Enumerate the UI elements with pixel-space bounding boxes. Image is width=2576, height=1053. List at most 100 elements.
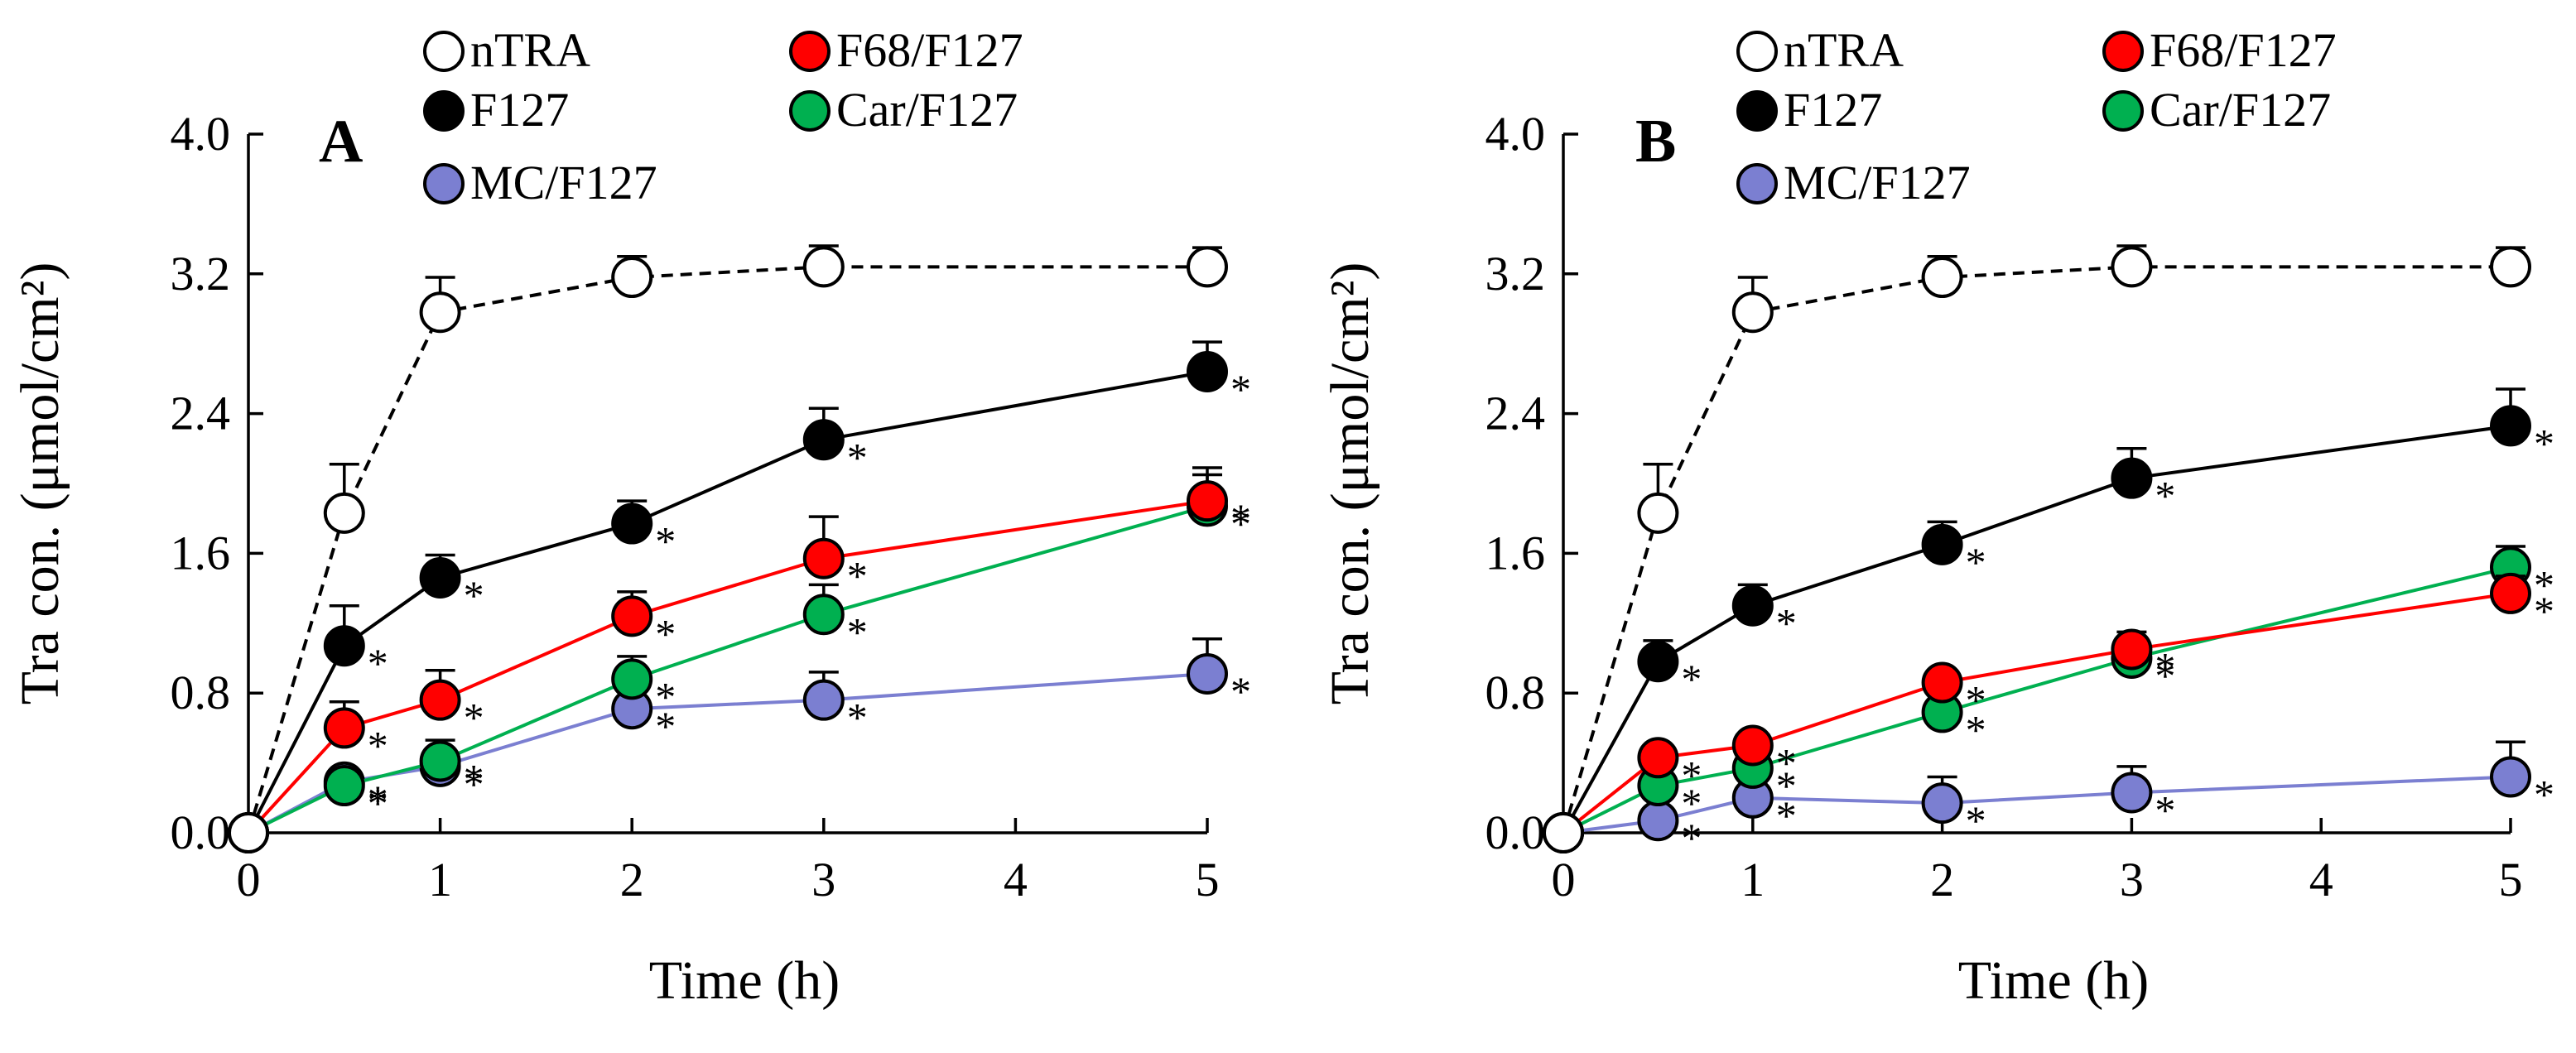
legend-label: nTRA xyxy=(470,23,590,77)
legend-label: F68/F127 xyxy=(836,23,1023,77)
significance-mark: * xyxy=(1230,495,1251,541)
data-point xyxy=(323,492,365,534)
series-line xyxy=(1562,565,2511,834)
legend-marker xyxy=(789,31,831,72)
data-point xyxy=(2490,756,2531,798)
x-tick-label: 4 xyxy=(1004,853,1028,906)
series-line xyxy=(1562,265,2511,834)
legend-marker xyxy=(2102,90,2144,132)
significance-mark: * xyxy=(1230,366,1251,412)
data-point xyxy=(2490,246,2531,288)
legend-marker xyxy=(423,90,465,132)
significance-mark: * xyxy=(2155,652,2175,699)
x-tick-label: 1 xyxy=(428,853,452,906)
legend-marker xyxy=(423,163,465,204)
legend: nTRA F127 F68/F127 Car/F127 MC/F127 xyxy=(423,23,1023,209)
data-point xyxy=(2111,457,2153,499)
series-line xyxy=(1562,775,2511,834)
series-f127: ***** xyxy=(228,340,1251,853)
legend-label: F127 xyxy=(470,83,569,137)
data-point xyxy=(1637,800,1679,842)
data-point xyxy=(419,556,461,599)
data-point xyxy=(611,595,653,637)
significance-mark: * xyxy=(1681,780,1702,826)
y-axis-title: Tra con. (μmol/cm²) xyxy=(1320,262,1380,705)
significance-mark: * xyxy=(368,777,388,823)
significance-mark: * xyxy=(368,722,388,768)
significance-mark: * xyxy=(464,695,484,741)
data-point xyxy=(2490,405,2531,447)
data-point xyxy=(323,625,365,667)
significance-mark: * xyxy=(847,553,868,599)
data-point xyxy=(802,419,845,461)
x-tick-label: 5 xyxy=(2499,853,2523,906)
y-axis-title: Tra con. (μmol/cm²) xyxy=(10,262,70,705)
significance-mark: * xyxy=(368,640,388,686)
significance-mark: * xyxy=(2534,561,2554,608)
series-f127: ***** xyxy=(1543,387,2554,853)
legend-label: Car/F127 xyxy=(836,83,1018,137)
data-point xyxy=(611,502,653,545)
data-point xyxy=(1921,782,1963,825)
y-tick-label: 0.0 xyxy=(1485,805,1546,859)
x-axis-title: Time (h) xyxy=(1958,950,2149,1011)
series-line xyxy=(248,671,1208,834)
x-tick-label: 3 xyxy=(811,853,835,906)
data-point xyxy=(802,246,845,288)
y-tick-label: 0.0 xyxy=(171,805,231,859)
significance-mark: * xyxy=(1681,752,1702,798)
y-tick-label: 2.4 xyxy=(171,387,231,440)
significance-mark: * xyxy=(2534,588,2554,634)
x-tick-label: 4 xyxy=(2309,853,2333,906)
legend-label: F68/F127 xyxy=(2150,23,2337,77)
x-tick-label: 1 xyxy=(1741,853,1765,906)
y-tick-label: 1.6 xyxy=(171,526,231,579)
panel-label: A xyxy=(319,108,363,176)
y-tick-label: 2.4 xyxy=(1485,387,1546,440)
x-tick-label: 0 xyxy=(237,853,261,906)
panel-a: 0.0 0.8 1.6 2.4 3.2 4.0 0 1 2 3 4 5 Time (h) Tra con.… xyxy=(10,23,1251,1011)
y-tick-label: 3.2 xyxy=(1485,247,1546,301)
data-point xyxy=(802,537,845,579)
legend-label: Car/F127 xyxy=(2150,83,2331,137)
significance-mark: * xyxy=(1230,500,1251,546)
significance-mark: * xyxy=(2534,420,2554,466)
significance-mark: * xyxy=(2534,771,2554,817)
data-point xyxy=(1187,652,1228,695)
significance-mark: * xyxy=(1966,677,1986,724)
significance-mark: * xyxy=(1776,600,1797,647)
significance-mark: * xyxy=(2155,473,2175,519)
series-line xyxy=(1562,424,2511,834)
data-point xyxy=(611,658,653,700)
legend-label: MC/F127 xyxy=(470,156,657,209)
legend-label: nTRA xyxy=(1784,23,1904,77)
data-point xyxy=(1731,584,1774,627)
data-point xyxy=(323,765,365,807)
significance-mark: * xyxy=(655,703,676,749)
significance-mark: * xyxy=(1681,815,1702,861)
legend-marker xyxy=(2102,31,2144,72)
legend-marker xyxy=(1736,90,1778,132)
significance-mark: * xyxy=(464,755,484,801)
x-tick-label: 0 xyxy=(1552,853,1576,906)
significance-mark: * xyxy=(1966,706,1986,752)
significance-mark: * xyxy=(1966,539,1986,585)
data-point xyxy=(228,812,269,853)
legend-marker xyxy=(1736,31,1778,72)
data-point xyxy=(1637,737,1679,779)
data-point xyxy=(1637,641,1679,683)
series-ntra xyxy=(1543,244,2531,853)
x-tick-label: 3 xyxy=(2120,853,2144,906)
x-tick-label: 5 xyxy=(1196,853,1220,906)
significance-mark: * xyxy=(368,780,388,826)
data-point xyxy=(1731,724,1774,767)
y-tick-label: 1.6 xyxy=(1485,526,1546,579)
significance-mark: * xyxy=(655,673,676,719)
legend-label: F127 xyxy=(1784,83,1882,137)
legend-marker xyxy=(1736,163,1778,204)
data-point xyxy=(1187,246,1228,288)
data-point xyxy=(2490,572,2531,614)
significance-mark: * xyxy=(1776,740,1797,786)
data-point xyxy=(1543,812,1584,853)
x-axis-title: Time (h) xyxy=(649,950,840,1011)
